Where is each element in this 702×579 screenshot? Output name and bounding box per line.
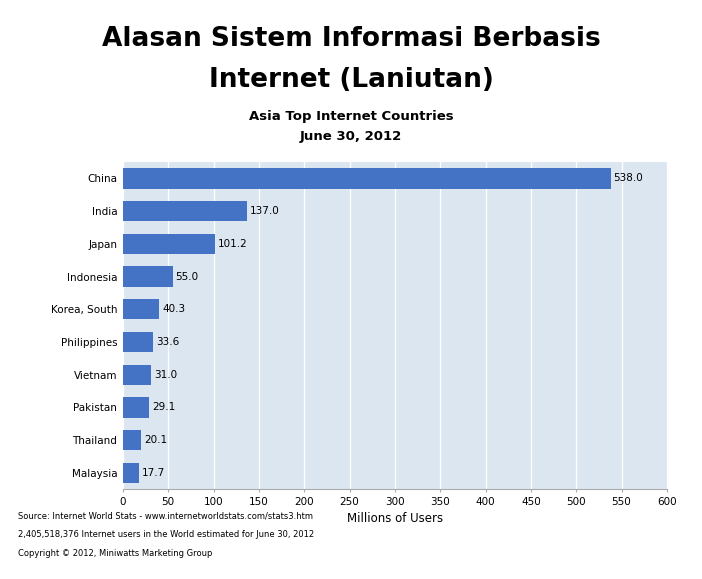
Bar bbox=[123, 299, 159, 320]
Text: Asia Top Internet Countries: Asia Top Internet Countries bbox=[249, 110, 453, 123]
Text: Internet (Laniutan): Internet (Laniutan) bbox=[208, 67, 494, 93]
Bar bbox=[123, 332, 153, 352]
Text: 137.0: 137.0 bbox=[250, 206, 279, 216]
Text: 538.0: 538.0 bbox=[614, 174, 643, 184]
Text: Source: Internet World Stats - www.internetworldstats.com/stats3.htm: Source: Internet World Stats - www.inter… bbox=[18, 511, 312, 520]
Text: Alasan Sistem Informasi Berbasis: Alasan Sistem Informasi Berbasis bbox=[102, 26, 600, 52]
Bar bbox=[123, 365, 151, 385]
Text: 33.6: 33.6 bbox=[156, 337, 179, 347]
Text: 40.3: 40.3 bbox=[162, 305, 185, 314]
Text: June 30, 2012: June 30, 2012 bbox=[300, 130, 402, 143]
Bar bbox=[123, 168, 611, 189]
Text: 29.1: 29.1 bbox=[152, 402, 176, 412]
Bar bbox=[123, 397, 150, 417]
Text: 55.0: 55.0 bbox=[176, 272, 199, 281]
Text: 17.7: 17.7 bbox=[142, 468, 165, 478]
Text: 31.0: 31.0 bbox=[154, 370, 177, 380]
Text: 2,405,518,376 Internet users in the World estimated for June 30, 2012: 2,405,518,376 Internet users in the Worl… bbox=[18, 530, 314, 539]
X-axis label: Millions of Users: Millions of Users bbox=[347, 512, 443, 526]
Bar bbox=[123, 201, 247, 221]
Bar bbox=[123, 430, 141, 450]
Bar bbox=[123, 234, 215, 254]
Text: 20.1: 20.1 bbox=[144, 435, 167, 445]
Text: Copyright © 2012, Miniwatts Marketing Group: Copyright © 2012, Miniwatts Marketing Gr… bbox=[18, 549, 212, 558]
Bar bbox=[123, 463, 139, 483]
Bar bbox=[123, 266, 173, 287]
Text: 101.2: 101.2 bbox=[218, 239, 247, 249]
